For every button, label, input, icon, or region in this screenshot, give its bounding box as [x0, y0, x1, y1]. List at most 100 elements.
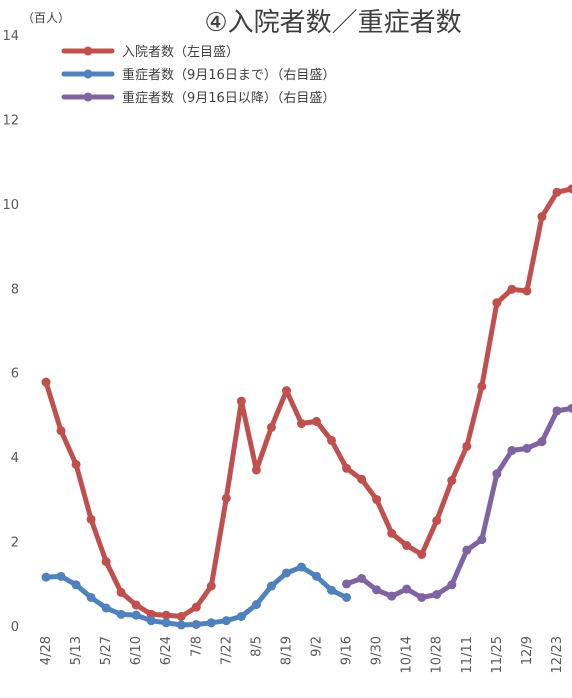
data-point — [522, 443, 532, 453]
x-tick-label: 9/30 — [370, 636, 385, 665]
legend-swatch-marker — [83, 92, 93, 102]
data-point — [342, 463, 352, 473]
data-point — [86, 514, 96, 524]
data-point — [296, 562, 306, 572]
data-point — [462, 545, 472, 555]
data-point — [236, 611, 246, 621]
data-point — [537, 212, 547, 222]
legend-label: 入院者数（左目盛） — [122, 45, 239, 60]
data-point — [402, 541, 412, 551]
data-point — [116, 609, 126, 619]
data-point — [447, 580, 457, 590]
data-point — [251, 465, 261, 475]
data-point — [236, 396, 246, 406]
legend-item: 入院者数（左目盛） — [61, 45, 239, 60]
data-point — [372, 585, 382, 595]
data-point — [191, 602, 201, 612]
legend-label: 重症者数（9月16日まで）（右目盛） — [122, 67, 335, 83]
data-point — [492, 469, 502, 479]
data-point — [161, 618, 171, 628]
y-tick-label: 12 — [2, 113, 19, 128]
data-point — [357, 474, 367, 484]
data-point — [131, 610, 141, 620]
data-point — [71, 459, 81, 469]
x-tick-label: 8/5 — [249, 636, 264, 657]
data-point — [41, 377, 51, 387]
data-point — [221, 493, 231, 503]
data-point — [567, 184, 572, 194]
y-axis: 0 2 4 6 8 10 12 14 — [2, 29, 19, 635]
data-point — [477, 535, 487, 545]
y-tick-label: 4 — [11, 451, 19, 466]
data-point — [552, 406, 562, 416]
data-point — [206, 618, 216, 628]
data-point — [221, 616, 231, 626]
data-point — [447, 476, 457, 486]
data-point — [327, 585, 337, 595]
data-point — [327, 435, 337, 445]
data-point — [41, 572, 51, 582]
x-tick-label: 8/19 — [279, 636, 294, 665]
data-point — [342, 579, 352, 589]
data-point — [432, 589, 442, 599]
data-point — [477, 381, 487, 391]
series-1 — [41, 184, 572, 621]
legend-swatch-marker — [83, 46, 93, 56]
legend-item: 重症者数（9月16日以降）（右目盛） — [61, 90, 335, 106]
x-tick-label: 7/22 — [219, 636, 234, 665]
y-tick-label: 0 — [11, 620, 19, 635]
data-point — [191, 619, 201, 629]
x-tick-label: 7/8 — [189, 636, 204, 657]
x-tick-label: 11/11 — [460, 636, 475, 673]
x-tick-label: 9/16 — [340, 636, 355, 665]
data-point — [387, 591, 397, 601]
data-point — [176, 611, 186, 621]
y-axis-unit-label: （百人） — [22, 11, 70, 25]
data-point — [357, 573, 367, 583]
y-tick-label: 6 — [11, 367, 19, 382]
series-line — [43, 186, 572, 619]
data-point — [251, 600, 261, 610]
data-point — [552, 187, 562, 197]
data-point — [281, 568, 291, 578]
data-point — [417, 549, 427, 559]
data-point — [342, 592, 352, 602]
x-tick-label: 5/27 — [99, 636, 114, 665]
data-point — [266, 581, 276, 591]
x-tick-label: 9/2 — [310, 636, 325, 657]
data-point — [567, 403, 572, 413]
data-point — [312, 416, 322, 426]
data-point — [402, 584, 412, 594]
data-point — [372, 495, 382, 505]
data-point — [266, 422, 276, 432]
legend: 入院者数（左目盛） 重症者数（9月16日まで）（右目盛） 重症者数（9月16日以降）… — [61, 45, 335, 106]
data-point — [507, 284, 517, 294]
data-point — [131, 600, 141, 610]
x-tick-label: 4/28 — [39, 636, 54, 665]
series-2 — [41, 562, 352, 630]
data-point — [537, 437, 547, 447]
x-tick-label: 6/24 — [159, 636, 174, 665]
data-point — [432, 516, 442, 526]
legend-item: 重症者数（9月16日まで）（右目盛） — [61, 67, 335, 83]
x-tick-label: 6/10 — [129, 636, 144, 665]
chart-title: ④入院者数／重症者数 — [204, 8, 461, 38]
legend-label: 重症者数（9月16日以降）（右目盛） — [122, 90, 335, 106]
x-tick-label: 10/28 — [430, 636, 445, 673]
data-point — [101, 557, 111, 567]
x-tick-label: 10/14 — [400, 636, 415, 673]
data-point — [312, 571, 322, 581]
data-point — [56, 426, 66, 436]
data-point — [86, 592, 96, 602]
x-tick-label: 12/9 — [520, 636, 535, 665]
series-3 — [342, 403, 572, 602]
data-point — [522, 286, 532, 296]
data-point — [101, 603, 111, 613]
y-tick-label: 2 — [11, 536, 19, 551]
data-point — [56, 571, 66, 581]
data-point — [146, 616, 156, 626]
y-tick-label: 8 — [11, 282, 19, 297]
legend-swatch-marker — [83, 69, 93, 79]
y-tick-label: 14 — [2, 29, 19, 44]
